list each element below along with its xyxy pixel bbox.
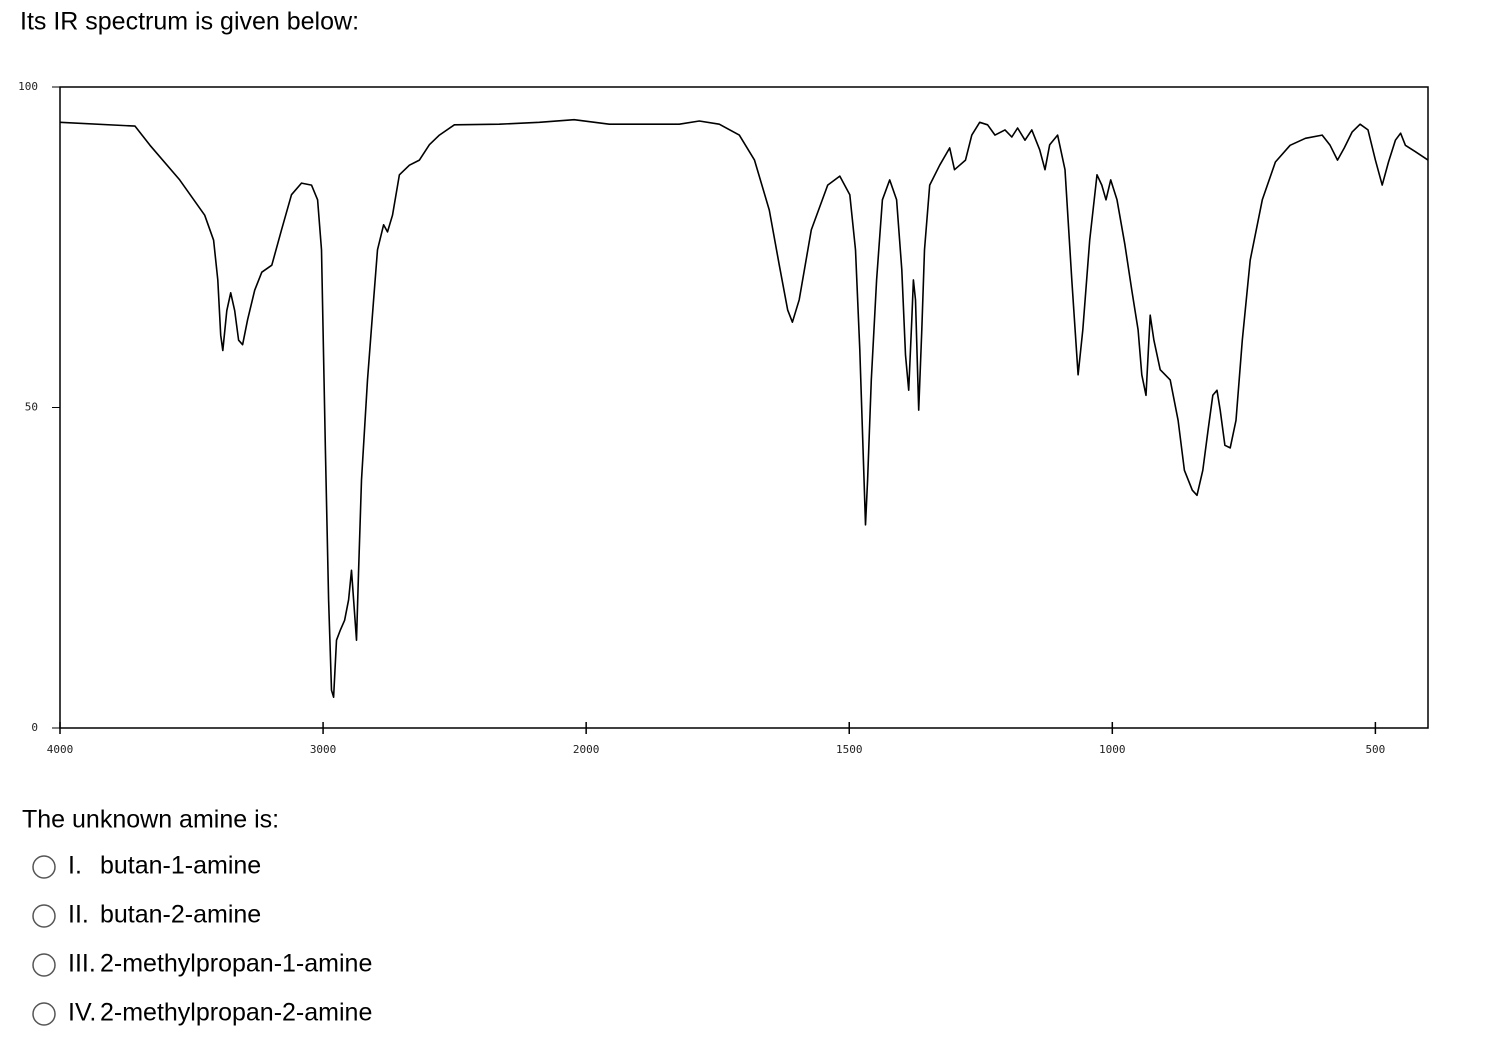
option-number[interactable]: III. xyxy=(68,950,96,978)
spectrum-line xyxy=(59,118,1429,698)
option-number[interactable]: IV. xyxy=(68,999,96,1027)
x-tick-label: 1500 xyxy=(836,743,863,756)
radio-button[interactable] xyxy=(32,904,56,928)
radio-button[interactable] xyxy=(32,953,56,977)
x-tick-label: 3000 xyxy=(310,743,337,756)
y-tick-label: 0 xyxy=(31,721,38,734)
x-tick-label: 1000 xyxy=(1099,743,1126,756)
option-text[interactable]: 2-methylpropan-1-amine xyxy=(100,950,372,978)
option-text[interactable]: butan-2-amine xyxy=(100,901,261,929)
option-number[interactable]: I. xyxy=(68,852,82,880)
option-text[interactable]: butan-1-amine xyxy=(100,852,261,880)
plot-frame xyxy=(59,86,1429,729)
option-number[interactable]: II. xyxy=(68,901,89,929)
intro-text: Its IR spectrum is given below: xyxy=(20,8,359,36)
x-tick-label: 500 xyxy=(1365,743,1385,756)
y-tick-label: 100 xyxy=(18,80,38,93)
radio-button[interactable] xyxy=(32,855,56,879)
question-text: The unknown amine is: xyxy=(22,806,279,834)
option-text[interactable]: 2-methylpropan-2-amine xyxy=(100,999,372,1027)
radio-button[interactable] xyxy=(32,1002,56,1026)
x-tick-label: 4000 xyxy=(47,743,74,756)
y-tick-label: 50 xyxy=(25,401,38,414)
x-tick-label: 2000 xyxy=(573,743,600,756)
